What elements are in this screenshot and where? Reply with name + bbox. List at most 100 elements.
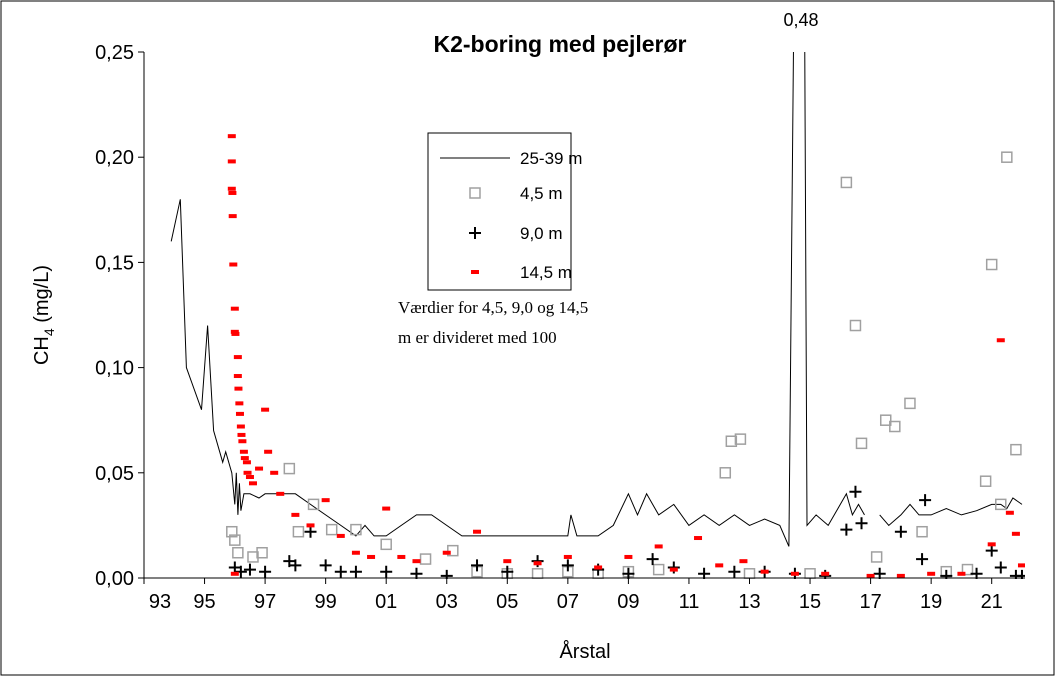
- point: [1001, 151, 1013, 163]
- plot-area: [170, 52, 1025, 579]
- point: [245, 475, 254, 480]
- point: [739, 559, 748, 564]
- point: [227, 134, 236, 139]
- x-tick-label: 21: [981, 591, 1003, 613]
- point: [227, 186, 236, 191]
- point: [228, 561, 241, 574]
- point: [234, 565, 247, 578]
- point: [624, 554, 633, 559]
- point: [669, 567, 678, 572]
- point: [235, 411, 244, 416]
- point: [283, 462, 296, 475]
- point: [247, 551, 259, 563]
- point: [240, 456, 249, 461]
- point: [229, 262, 238, 267]
- point: [336, 533, 345, 538]
- point: [380, 538, 392, 551]
- point: [961, 563, 974, 576]
- point: [237, 432, 246, 437]
- point: [440, 569, 453, 579]
- point: [994, 561, 1007, 574]
- y-tick-label: 0,20: [95, 147, 134, 169]
- point: [927, 571, 936, 576]
- point: [276, 491, 285, 496]
- point: [849, 319, 862, 332]
- point: [821, 571, 830, 576]
- x-tick-label: 07: [557, 591, 579, 613]
- point: [334, 565, 347, 578]
- point: [243, 470, 252, 475]
- point: [442, 550, 451, 555]
- y-tick-label: 0,05: [95, 463, 134, 485]
- point: [350, 523, 362, 536]
- x-tick-label: 17: [859, 591, 881, 613]
- point: [879, 414, 892, 426]
- point: [715, 563, 724, 568]
- point: [790, 571, 799, 576]
- point: [501, 565, 514, 578]
- point: [694, 536, 703, 541]
- point: [227, 159, 236, 164]
- point: [231, 331, 240, 336]
- point: [654, 544, 663, 549]
- point: [230, 329, 239, 334]
- point: [292, 525, 305, 538]
- point: [904, 397, 916, 410]
- x-tick-label: 95: [193, 591, 215, 613]
- point: [563, 554, 572, 559]
- point: [367, 554, 376, 559]
- point: [1010, 443, 1022, 456]
- point: [473, 529, 482, 534]
- point: [531, 568, 544, 579]
- point: [283, 555, 296, 568]
- point: [919, 494, 932, 507]
- point: [725, 435, 738, 447]
- point: [652, 563, 665, 576]
- point: [734, 433, 747, 445]
- point: [995, 498, 1007, 511]
- x-tick-label: 03: [436, 591, 458, 613]
- point: [1017, 563, 1025, 568]
- point: [849, 485, 862, 498]
- point: [321, 498, 330, 503]
- point: [855, 437, 868, 450]
- x-tick-label: 11: [679, 591, 700, 613]
- point: [270, 470, 279, 475]
- point: [397, 554, 406, 559]
- x-tick-label: 15: [799, 591, 821, 613]
- point: [447, 544, 459, 557]
- point: [291, 512, 300, 517]
- point: [728, 565, 741, 578]
- x-tick-label: 09: [617, 591, 639, 613]
- legend-marker: [471, 270, 479, 274]
- y-tick-label: 0,10: [95, 358, 134, 380]
- point: [561, 559, 574, 572]
- point: [1015, 569, 1025, 579]
- point: [594, 565, 603, 570]
- point: [255, 466, 264, 471]
- point: [985, 544, 998, 557]
- point: [242, 460, 251, 465]
- point: [719, 467, 732, 479]
- x-tick-label: 19: [920, 591, 942, 613]
- y-label-main: CH: [31, 336, 53, 365]
- note: Værdier for 4,5, 9,0 og 14,5: [398, 298, 588, 317]
- y-axis-label: CH4 (mg/L): [31, 265, 57, 365]
- note: m er divideret med 100: [398, 328, 557, 347]
- point: [380, 565, 393, 578]
- point: [382, 506, 391, 511]
- x-tick-label: 93: [149, 591, 171, 613]
- annotation: 0,48: [783, 10, 818, 30]
- legend-box: [427, 132, 572, 291]
- point: [940, 569, 953, 579]
- point: [896, 573, 905, 578]
- point: [238, 439, 247, 444]
- point: [307, 498, 320, 511]
- point: [261, 407, 270, 412]
- point: [916, 525, 928, 538]
- point: [985, 258, 998, 271]
- point: [855, 517, 868, 530]
- point: [916, 553, 929, 566]
- point: [229, 534, 241, 546]
